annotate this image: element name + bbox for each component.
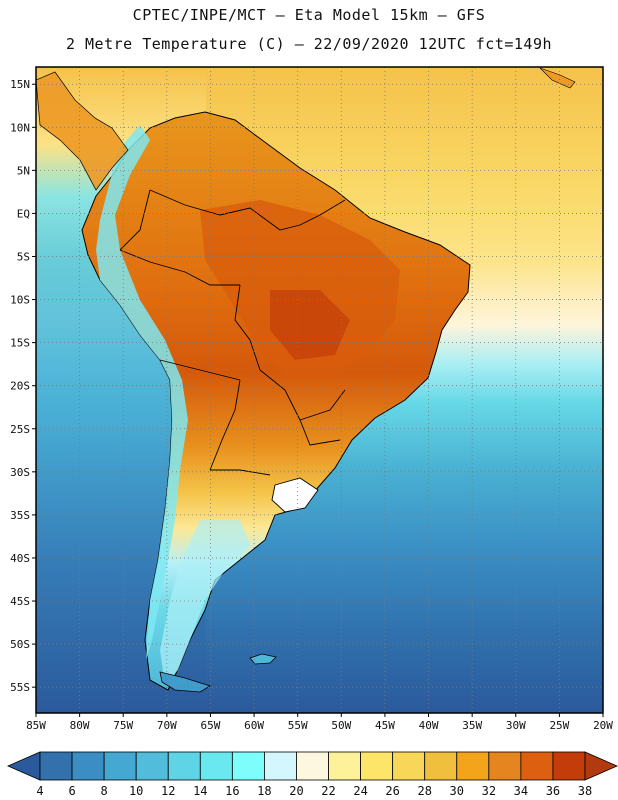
- country-borders: [119, 189, 346, 476]
- longitude-label: 50W: [331, 719, 351, 732]
- longitude-label: 60W: [244, 719, 264, 732]
- colorbar-label: 22: [321, 784, 335, 798]
- latitude-label: 35S: [10, 509, 30, 522]
- colorbar-swatch: [135, 751, 169, 781]
- longitude-label: 40W: [419, 719, 439, 732]
- latitude-label: 15N: [10, 78, 30, 91]
- colorbar-label: 6: [68, 784, 75, 798]
- colorbar-under-triangle: [7, 751, 41, 781]
- colorbar-swatch: [488, 751, 522, 781]
- latitude-label: 45S: [10, 595, 30, 608]
- latitude-label: 5N: [17, 164, 30, 177]
- latitude-label: EQ: [17, 207, 30, 220]
- temperature-colorbar: [7, 751, 618, 781]
- longitude-label: 20W: [593, 719, 613, 732]
- latitude-label: 15S: [10, 337, 30, 350]
- latitude-label: 5S: [17, 250, 30, 263]
- latitude-gridlines: [36, 83, 603, 688]
- colorbar-swatch: [552, 751, 586, 781]
- andes-cool-strip: [96, 125, 188, 660]
- colorbar-label: 24: [353, 784, 367, 798]
- latitude-label: 55S: [10, 681, 30, 694]
- colorbar-over-triangle: [584, 751, 618, 781]
- colorbar-label: 4: [36, 784, 43, 798]
- colorbar-swatch: [103, 751, 137, 781]
- longitude-label: 30W: [506, 719, 526, 732]
- colorbar-swatch: [167, 751, 201, 781]
- colorbar-label: 20: [289, 784, 303, 798]
- colorbar-label: 8: [101, 784, 108, 798]
- latitude-label: 25S: [10, 423, 30, 436]
- latitude-label: 40S: [10, 552, 30, 565]
- longitude-label: 35W: [462, 719, 482, 732]
- longitude-label: 55W: [288, 719, 308, 732]
- latitude-label: 10S: [10, 294, 30, 307]
- central-heat-max: [270, 290, 350, 360]
- colorbar-swatch: [328, 751, 361, 781]
- colorbar-label: 16: [225, 784, 239, 798]
- colorbar-swatch: [392, 751, 426, 781]
- longitude-label: 70W: [157, 719, 177, 732]
- colorbar-swatch: [264, 751, 297, 781]
- colorbar-label: 38: [578, 784, 592, 798]
- colorbar-label: 36: [546, 784, 560, 798]
- colorbar-swatch: [424, 751, 458, 781]
- longitude-label: 25W: [549, 719, 569, 732]
- colorbar-label: 32: [482, 784, 496, 798]
- longitude-labels: 85W 80W 75W 70W 65W 60W 55W 50W 45W 40W 35W 30W 25W 2…: [26, 713, 613, 732]
- longitude-label: 85W: [26, 719, 46, 732]
- colorbar-swatch: [231, 751, 265, 781]
- colorbar-label: 14: [193, 784, 207, 798]
- longitude-label: 80W: [70, 719, 90, 732]
- caribbean-islands: [539, 67, 576, 89]
- chart-title-line-1: CPTEC/INPE/MCT – Eta Model 15km – GFS: [132, 6, 486, 24]
- longitude-label: 45W: [375, 719, 395, 732]
- colorbar-swatch: [199, 751, 233, 781]
- colorbar-swatch: [520, 751, 554, 781]
- colorbar-label: 18: [257, 784, 271, 798]
- colorbar-label: 30: [450, 784, 464, 798]
- chart-title-line-2: 2 Metre Temperature (C) – 22/09/2020 12U…: [65, 35, 553, 53]
- colorbar-label: 10: [129, 784, 143, 798]
- latitude-label: 10N: [10, 121, 30, 134]
- longitude-label: 65W: [201, 719, 221, 732]
- latitude-label: 20S: [10, 380, 30, 393]
- central-america-coast: [36, 71, 129, 191]
- colorbar-swatch: [71, 751, 105, 781]
- latitude-label: 30S: [10, 466, 30, 479]
- colorbar-swatch: [296, 751, 329, 781]
- map-frame: [35, 66, 604, 714]
- longitude-label: 75W: [113, 719, 133, 732]
- colorbar-swatch: [360, 751, 394, 781]
- rio-de-la-plata-outline: [271, 477, 319, 513]
- colorbar-label: 26: [385, 784, 399, 798]
- colorbar-labels: 4 6 8 10 12 14 16 18 20 22 24 26 28 30 32 34 36 38: [36, 784, 592, 798]
- colorbar-swatch: [456, 751, 490, 781]
- colorbar-label: 34: [514, 784, 528, 798]
- colorbar-label: 28: [417, 784, 431, 798]
- colorbar-label: 12: [161, 784, 175, 798]
- latitude-label: 50S: [10, 638, 30, 651]
- patagonia-cool-area: [160, 520, 250, 685]
- colorbar-swatch: [39, 751, 73, 781]
- latitude-labels: 15N 10N 5N EQ 5S 10S 15S 20S 25S 30S 35S 40S 45S 50S 5…: [10, 78, 36, 694]
